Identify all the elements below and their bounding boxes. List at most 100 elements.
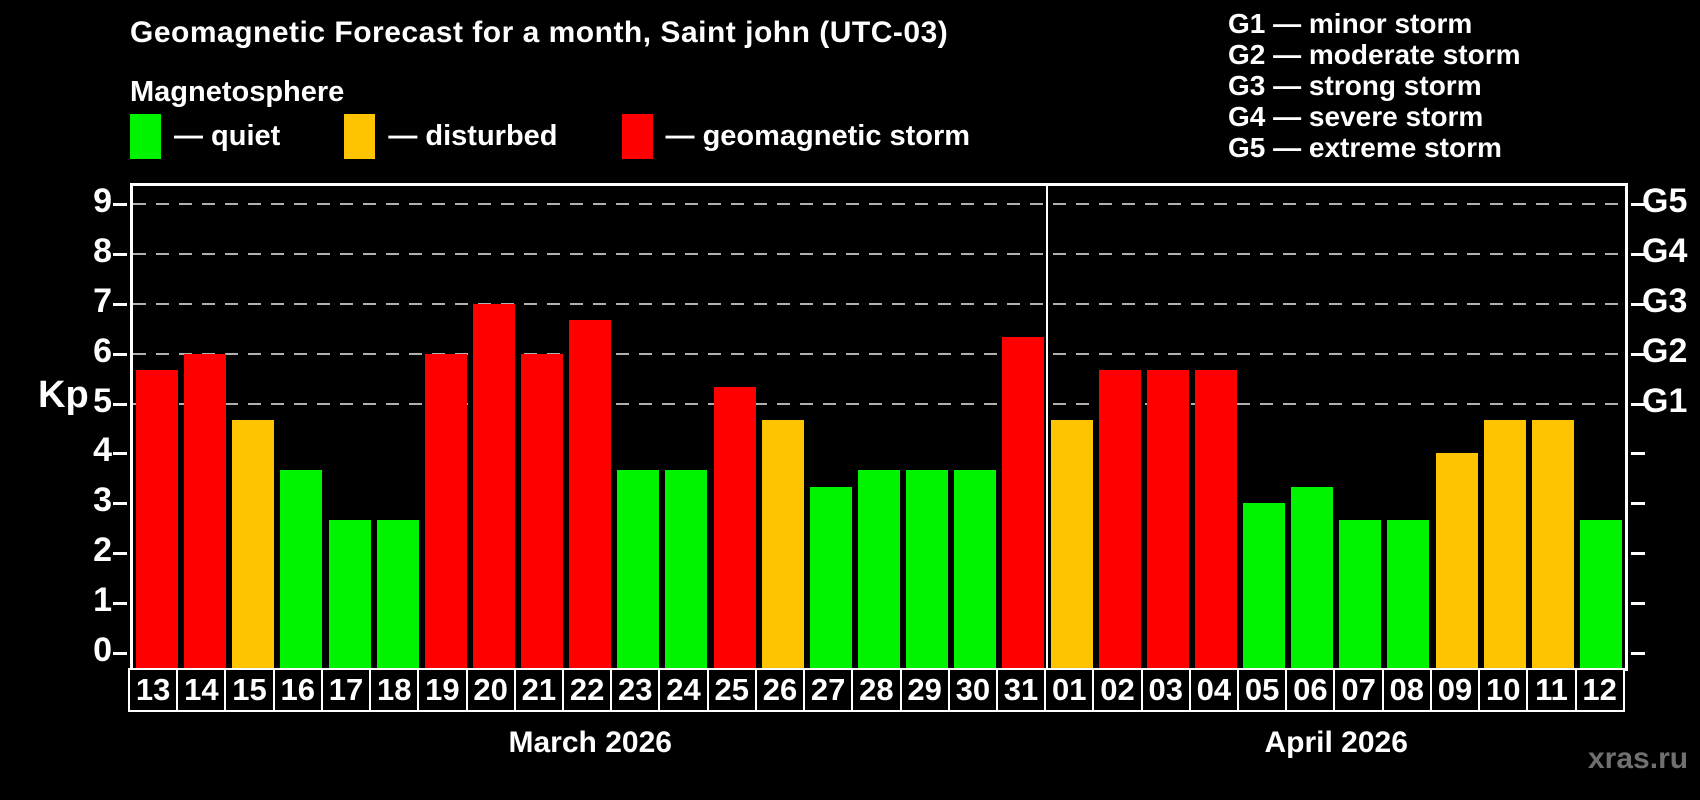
date-cell-march-30: 30 <box>947 668 998 712</box>
legend-label-disturbed: — disturbed <box>388 120 558 152</box>
kp-bar-april-08 <box>1387 519 1430 671</box>
chart-subtitle: Magnetosphere <box>130 76 345 108</box>
left-tick-kp-3 <box>113 502 127 506</box>
date-cell-april-03: 03 <box>1140 668 1191 712</box>
quiet-color-swatch-icon <box>130 114 161 159</box>
date-cell-april-02: 02 <box>1092 668 1143 712</box>
kp-tick-label-6: 6 <box>93 331 112 370</box>
kp-bar-march-14 <box>184 353 227 671</box>
plot-area <box>113 183 1645 671</box>
date-cell-march-27: 27 <box>803 668 854 712</box>
watermark: xras.ru <box>1588 742 1689 775</box>
g-legend-line-g3: G3 — strong storm <box>1228 70 1482 101</box>
right-tick-kp-0 <box>1631 652 1645 655</box>
date-cell-march-16: 16 <box>272 668 323 712</box>
kp-bar-march-19 <box>424 353 467 671</box>
g-legend-line-g4: G4 — severe storm <box>1228 101 1484 132</box>
date-cell-april-01: 01 <box>1044 668 1095 712</box>
kp-bar-march-16 <box>280 469 323 671</box>
kp-bar-april-10 <box>1483 419 1526 671</box>
date-cell-march-24: 24 <box>658 668 709 712</box>
date-cell-march-22: 22 <box>561 668 613 712</box>
date-cell-april-05: 05 <box>1237 668 1288 712</box>
month-label-march: March 2026 <box>508 726 672 759</box>
g-tick-label-g3: G3 <box>1642 281 1688 320</box>
kp-tick-label-2: 2 <box>93 531 112 570</box>
date-cell-march-26: 26 <box>754 668 806 712</box>
kp-bar-april-03 <box>1146 370 1189 671</box>
kp-bar-march-30 <box>954 469 997 671</box>
right-tick-kp-7 <box>1631 302 1645 306</box>
date-cell-march-21: 21 <box>513 668 564 712</box>
date-cell-march-25: 25 <box>706 668 757 712</box>
date-cell-april-09: 09 <box>1429 668 1481 712</box>
kp-bar-april-01 <box>1050 419 1093 671</box>
date-axis: 13 14 15 16 17 18 19 20 21 22 23 24 25 26 27 28 29 30 31 01… <box>128 668 1625 712</box>
kp-tick-label-1: 1 <box>93 581 112 620</box>
kp-bar-march-24 <box>665 469 708 671</box>
kp-color-legend: — quiet — disturbed — geomagnetic storm <box>130 114 1034 159</box>
right-tick-kp-1 <box>1631 602 1645 606</box>
kp-bar-april-02 <box>1098 370 1141 671</box>
right-tick-kp-5 <box>1631 402 1645 406</box>
kp-bar-march-21 <box>521 353 564 671</box>
date-cell-march-29: 29 <box>899 668 950 712</box>
kp-bar-march-18 <box>376 519 419 671</box>
left-tick-kp-9 <box>113 202 127 206</box>
legend-item-quiet: — quiet <box>130 114 280 159</box>
g-tick-label-g5: G5 <box>1642 181 1688 220</box>
date-cell-march-18: 18 <box>369 668 420 712</box>
kp-bar-march-25 <box>713 387 756 671</box>
disturbed-color-swatch-icon <box>344 114 376 159</box>
date-cell-april-04: 04 <box>1188 668 1240 712</box>
right-tick-kp-9 <box>1631 202 1645 206</box>
kp-bar-april-12 <box>1579 519 1622 671</box>
date-cell-march-23: 23 <box>610 668 661 712</box>
gridline-kp-8 <box>133 252 1625 255</box>
kp-bar-march-23 <box>617 469 660 671</box>
date-cell-march-19: 19 <box>417 668 468 712</box>
left-tick-kp-0 <box>113 652 127 655</box>
kp-bar-april-04 <box>1194 370 1237 671</box>
chart-title: Geomagnetic Forecast for a month, Saint … <box>130 16 949 49</box>
storm-color-swatch-icon <box>621 114 653 159</box>
month-separator-line <box>1046 186 1049 671</box>
date-cell-march-17: 17 <box>320 668 372 712</box>
kp-tick-label-5: 5 <box>93 381 112 420</box>
kp-bar-march-20 <box>472 303 515 671</box>
kp-bar-march-28 <box>858 469 900 671</box>
gridline-kp-5 <box>133 402 1625 405</box>
g-legend-line-g2: G2 — moderate storm <box>1228 39 1521 70</box>
date-cell-april-11: 11 <box>1526 668 1577 712</box>
kp-bar-march-15 <box>232 419 275 671</box>
kp-bar-march-22 <box>569 320 612 671</box>
right-tick-kp-4 <box>1631 452 1645 456</box>
g-tick-label-g2: G2 <box>1642 331 1688 370</box>
kp-bar-march-26 <box>761 419 804 671</box>
month-label-april: April 2026 <box>1264 726 1408 759</box>
left-tick-kp-6 <box>113 352 127 356</box>
g-legend-line-g5: G5 — extreme storm <box>1228 132 1502 163</box>
kp-bar-march-17 <box>328 519 371 671</box>
g-scale-legend: G1 — minor storm G2 — moderate storm G3 … <box>1228 8 1521 163</box>
left-tick-kp-7 <box>113 302 127 306</box>
date-cell-march-20: 20 <box>465 668 516 712</box>
g-legend-line-g1: G1 — minor storm <box>1228 8 1473 39</box>
legend-label-storm: — geomagnetic storm <box>665 120 971 152</box>
date-cell-march-13: 13 <box>128 668 179 712</box>
kp-tick-label-0: 0 <box>93 631 112 669</box>
left-tick-kp-1 <box>113 602 127 606</box>
kp-tick-label-8: 8 <box>93 231 112 270</box>
date-cell-april-08: 08 <box>1381 668 1432 712</box>
right-tick-kp-6 <box>1631 352 1645 356</box>
left-tick-kp-4 <box>113 452 127 456</box>
kp-bar-april-09 <box>1435 453 1478 671</box>
g-tick-label-g4: G4 <box>1642 231 1688 270</box>
kp-bar-april-05 <box>1243 503 1286 671</box>
left-tick-kp-8 <box>113 252 127 256</box>
gridline-kp-6 <box>133 352 1625 355</box>
kp-tick-label-7: 7 <box>93 281 112 320</box>
kp-tick-label-3: 3 <box>93 481 112 520</box>
legend-item-storm: — geomagnetic storm <box>621 114 971 159</box>
